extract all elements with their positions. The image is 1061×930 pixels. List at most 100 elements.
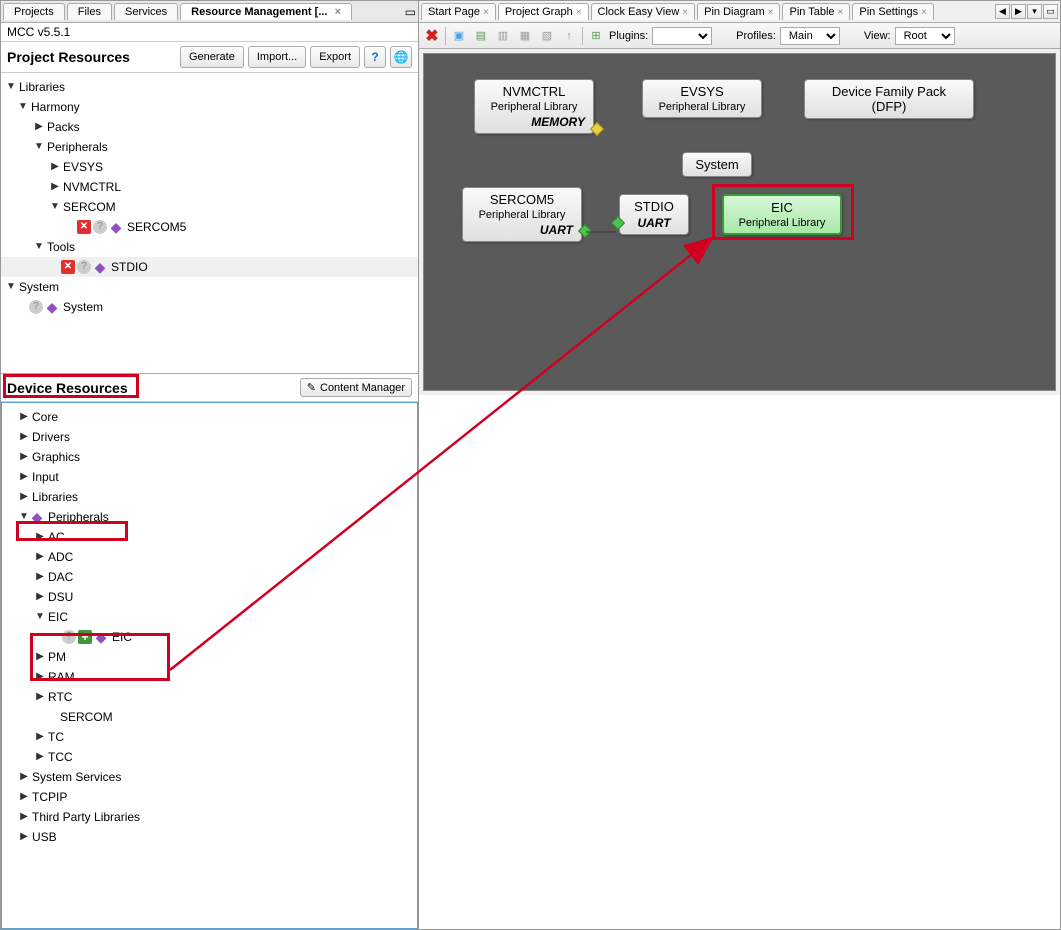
globe-icon[interactable]: 🌐 — [390, 46, 412, 68]
node-system[interactable]: System — [682, 152, 752, 177]
tab-projects[interactable]: Projects — [3, 3, 65, 20]
tab-pin-diagram[interactable]: Pin Diagram× — [697, 3, 780, 20]
tree-evsys[interactable]: EVSYS — [1, 157, 418, 177]
import-button[interactable]: Import... — [248, 46, 306, 68]
node-stdio[interactable]: STDIO UART — [619, 194, 689, 235]
view-select[interactable]: Root — [895, 27, 955, 45]
tree-ram[interactable]: RAM — [2, 667, 417, 687]
layout2-icon[interactable]: ▤ — [472, 27, 490, 45]
plugin-icon[interactable]: ⊞ — [587, 27, 605, 45]
node-tag: MEMORY — [483, 115, 585, 129]
tree-ac[interactable]: AC — [2, 527, 417, 547]
node-title: STDIO — [628, 199, 680, 214]
project-graph-canvas[interactable]: NVMCTRL Peripheral Library MEMORY EVSYS … — [423, 53, 1056, 391]
tree-libraries[interactable]: Libraries — [1, 77, 418, 97]
export-button[interactable]: Export — [310, 46, 360, 68]
tree-nvmctrl[interactable]: NVMCTRL — [1, 177, 418, 197]
layout3-icon[interactable]: ▥ — [494, 27, 512, 45]
generate-button[interactable]: Generate — [180, 46, 244, 68]
tree-core[interactable]: Core — [2, 407, 417, 427]
tree-tcpip[interactable]: TCPIP — [2, 787, 417, 807]
plugins-label: Plugins: — [609, 30, 648, 42]
close-icon[interactable]: × — [335, 6, 341, 18]
tree-system-item[interactable]: ?◆System — [1, 297, 418, 317]
tree-dr-libraries[interactable]: Libraries — [2, 487, 417, 507]
tab-pin-settings[interactable]: Pin Settings× — [852, 3, 934, 20]
tree-adc[interactable]: ADC — [2, 547, 417, 567]
tree-sercom5[interactable]: ✕?◆SERCOM5 — [1, 217, 418, 237]
maximize-icon[interactable]: ▭ — [1043, 4, 1058, 19]
remove-icon[interactable]: ✕ — [77, 220, 91, 234]
device-resources-tree: Core Drivers Graphics Input Libraries ◆P… — [1, 402, 418, 929]
tab-pin-table[interactable]: Pin Table× — [782, 3, 850, 20]
delete-icon[interactable]: ✖ — [423, 27, 441, 45]
tree-eic-item[interactable]: ?+◆EIC — [2, 627, 417, 647]
close-icon[interactable]: × — [483, 7, 489, 18]
tab-files[interactable]: Files — [67, 3, 112, 20]
tree-rtc[interactable]: RTC — [2, 687, 417, 707]
tree-tcc[interactable]: TCC — [2, 747, 417, 767]
module-icon: ◆ — [109, 220, 123, 234]
tree-dr-sercom[interactable]: SERCOM — [2, 707, 417, 727]
tree-third-party[interactable]: Third Party Libraries — [2, 807, 417, 827]
tree-system-services[interactable]: System Services — [2, 767, 417, 787]
tree-dac[interactable]: DAC — [2, 567, 417, 587]
tree-dr-peripherals[interactable]: ◆Peripherals — [2, 507, 417, 527]
node-sercom5[interactable]: SERCOM5 Peripheral Library UART — [462, 187, 582, 242]
nav-right-icon[interactable]: ▶ — [1011, 4, 1026, 19]
nav-list-icon[interactable]: ▾ — [1027, 4, 1042, 19]
node-nvmctrl[interactable]: NVMCTRL Peripheral Library MEMORY — [474, 79, 594, 134]
tab-clock-easy-view[interactable]: Clock Easy View× — [591, 3, 696, 20]
tree-sercom[interactable]: SERCOM — [1, 197, 418, 217]
tree-tools[interactable]: Tools — [1, 237, 418, 257]
close-icon[interactable]: × — [838, 7, 844, 18]
help-icon[interactable]: ? — [77, 260, 91, 274]
tree-usb[interactable]: USB — [2, 827, 417, 847]
tree-graphics[interactable]: Graphics — [2, 447, 417, 467]
node-dfp[interactable]: Device Family Pack (DFP) — [804, 79, 974, 119]
help-icon[interactable]: ? — [62, 630, 76, 644]
tree-tc[interactable]: TC — [2, 727, 417, 747]
node-evsys[interactable]: EVSYS Peripheral Library — [642, 79, 762, 118]
node-eic[interactable]: EIC Peripheral Library — [722, 194, 842, 235]
up-icon[interactable]: ↑ — [560, 27, 578, 45]
close-icon[interactable]: × — [921, 7, 927, 18]
profiles-select[interactable]: Main — [780, 27, 840, 45]
tab-resource-management[interactable]: Resource Management [... × — [180, 3, 352, 20]
plugins-select[interactable] — [652, 27, 712, 45]
node-title: EIC — [732, 200, 832, 215]
tab-start-page[interactable]: Start Page× — [421, 3, 496, 20]
node-title: SERCOM5 — [471, 192, 573, 207]
remove-icon[interactable]: ✕ — [61, 260, 75, 274]
close-icon[interactable]: × — [576, 7, 582, 18]
graph-toolbar: ✖ ▣ ▤ ▥ ▦ ▧ ↑ ⊞ Plugins: Profiles: Main … — [419, 23, 1060, 49]
help-icon[interactable]: ? — [364, 46, 386, 68]
layout4-icon[interactable]: ▦ — [516, 27, 534, 45]
close-icon[interactable]: × — [682, 7, 688, 18]
wand-icon: ✎ — [307, 381, 316, 394]
tree-eic[interactable]: EIC — [2, 607, 417, 627]
profiles-label: Profiles: — [736, 30, 776, 42]
tree-dsu[interactable]: DSU — [2, 587, 417, 607]
add-icon[interactable]: + — [78, 630, 92, 644]
tab-project-graph[interactable]: Project Graph× — [498, 3, 589, 20]
tree-system[interactable]: System — [1, 277, 418, 297]
tree-packs[interactable]: Packs — [1, 117, 418, 137]
nav-left-icon[interactable]: ◀ — [995, 4, 1010, 19]
tree-peripherals[interactable]: Peripherals — [1, 137, 418, 157]
tree-input[interactable]: Input — [2, 467, 417, 487]
content-manager-button[interactable]: ✎Content Manager — [300, 378, 412, 397]
node-tag: UART — [471, 223, 573, 237]
tree-stdio[interactable]: ✕?◆STDIO — [1, 257, 418, 277]
tree-harmony[interactable]: Harmony — [1, 97, 418, 117]
mcc-version: MCC v5.5.1 — [1, 23, 418, 42]
minimize-icon[interactable]: ▭ — [405, 5, 416, 19]
tree-pm[interactable]: PM — [2, 647, 417, 667]
layout1-icon[interactable]: ▣ — [450, 27, 468, 45]
layout5-icon[interactable]: ▧ — [538, 27, 556, 45]
close-icon[interactable]: × — [768, 7, 774, 18]
help-icon[interactable]: ? — [29, 300, 43, 314]
help-icon[interactable]: ? — [93, 220, 107, 234]
tree-drivers[interactable]: Drivers — [2, 427, 417, 447]
tab-services[interactable]: Services — [114, 3, 178, 20]
